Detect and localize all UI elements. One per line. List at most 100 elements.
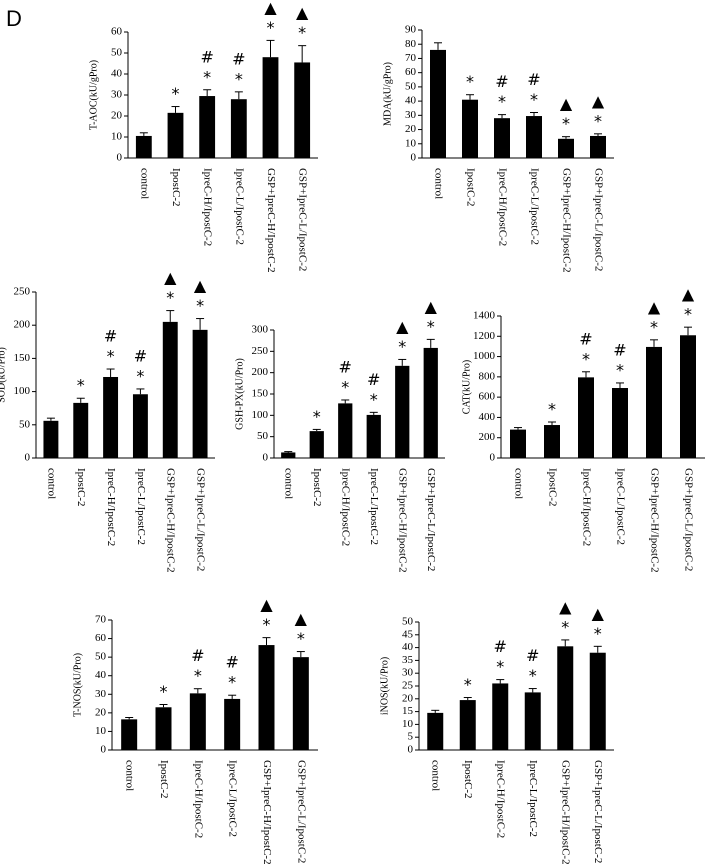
bar: [281, 452, 296, 458]
significance-marker: *: [107, 347, 115, 366]
y-tick-label: 200: [252, 366, 269, 378]
bar: [524, 692, 541, 750]
y-axis-label: iNOS(kU/Pro): [379, 657, 390, 715]
significance-marker: *: [136, 366, 144, 385]
significance-marker: *: [297, 629, 305, 648]
significance-marker: ▲: [682, 285, 695, 304]
x-tick-label: control: [432, 168, 444, 199]
y-tick-label: 70: [405, 52, 417, 64]
y-tick-label: 50: [405, 80, 417, 92]
x-tick-label: IpostC-2: [311, 468, 323, 507]
bar: [189, 693, 206, 750]
x-tick-label: control: [124, 760, 136, 791]
y-axis-label: GSH-PX(kU/Pro): [234, 358, 245, 430]
x-tick-label: IpreC-L/IpostC-2: [227, 760, 239, 837]
y-tick-label: 1000: [473, 350, 496, 362]
y-tick-label: 20: [405, 123, 417, 135]
significance-marker: ▲: [260, 595, 273, 614]
y-tick-label: 50: [257, 430, 269, 442]
bar: [544, 425, 560, 458]
x-tick-label: IpreC-L/IpostC-2: [528, 168, 540, 245]
bar: [132, 394, 148, 458]
significance-marker: *: [370, 390, 378, 409]
bar: [103, 376, 119, 458]
significance-marker: *: [313, 407, 321, 426]
y-tick-label: 200: [479, 431, 496, 443]
y-tick-label: 80: [405, 38, 417, 50]
significance-marker: *: [498, 92, 506, 111]
y-tick-label: 20: [95, 706, 107, 718]
x-tick-label: GSP+IpreC-L/IpostC-2: [297, 168, 309, 271]
bar: [155, 707, 172, 750]
y-axis-label: T-AOC(kU/gPro): [88, 60, 99, 130]
bar: [192, 329, 208, 458]
y-tick-label: 60: [405, 66, 417, 78]
significance-marker: *: [235, 69, 243, 88]
y-tick-label: 50: [19, 418, 31, 430]
y-tick-label: 35: [402, 654, 414, 666]
y-tick-label: 0: [25, 452, 31, 464]
y-tick-label: 400: [479, 411, 496, 423]
y-tick-label: 600: [479, 391, 496, 403]
x-tick-label: control: [430, 760, 442, 791]
bar: [590, 135, 606, 158]
y-tick-label: 1400: [473, 310, 496, 322]
y-tick-label: 0: [117, 152, 123, 164]
significance-marker: #: [495, 72, 508, 91]
y-tick-label: 50: [95, 651, 107, 663]
significance-marker: *: [203, 67, 211, 86]
y-tick-label: 10: [111, 131, 123, 143]
x-tick-label: control: [283, 468, 295, 499]
x-tick-label: IpreC-H/IpostC-2: [495, 760, 507, 838]
x-tick-label: IpreC-H/IpostC-2: [340, 468, 352, 546]
significance-marker: ▲: [396, 317, 409, 336]
significance-marker: *: [561, 617, 569, 636]
panel: 0 50 100 150 200 250 SOD(kU/Pro) control * IpostC…: [0, 268, 215, 573]
significance-marker: *: [530, 90, 538, 109]
bar: [73, 402, 89, 458]
y-tick-label: 0: [411, 152, 417, 164]
x-tick-label: IpreC-H/IpostC-2: [202, 168, 214, 246]
bar: [395, 365, 410, 458]
y-tick-label: 40: [405, 95, 417, 107]
y-tick-label: 200: [14, 319, 31, 331]
bar: [423, 347, 438, 458]
y-tick-label: 50: [402, 616, 414, 628]
significance-marker: ▲: [560, 94, 573, 113]
x-tick-label: GSP+IpreC-L/IpostC-2: [425, 468, 437, 571]
y-axis-label: CAT(kU/Pro): [461, 360, 472, 414]
bar: [121, 719, 138, 750]
y-tick-label: 0: [408, 744, 414, 756]
bar: [366, 414, 381, 458]
y-tick-label: 150: [252, 388, 269, 400]
bar: [338, 403, 353, 458]
y-tick-label: 0: [101, 744, 107, 756]
panel-label: D: [6, 6, 22, 31]
y-tick-label: 250: [252, 345, 269, 357]
x-tick-label: IpreC-L/IpostC-2: [233, 168, 245, 245]
bar: [309, 431, 324, 458]
significance-marker: #: [367, 370, 380, 389]
significance-marker: ▲: [559, 597, 572, 616]
panel: 0 10 20 30 40 50 60 70 80 90 MDA(kU/gPro) control * I…: [382, 24, 614, 273]
x-tick-label: IpreC-H/IpostC-2: [105, 468, 117, 546]
significance-marker: ▲: [194, 276, 207, 295]
significance-marker: *: [160, 682, 168, 701]
y-tick-label: 5: [408, 731, 414, 743]
bar: [589, 652, 606, 750]
significance-marker: *: [166, 288, 174, 307]
significance-marker: *: [172, 84, 180, 103]
y-tick-label: 90: [405, 24, 417, 36]
significance-marker: *: [582, 349, 590, 368]
bar: [612, 388, 628, 458]
y-tick-label: 10: [405, 137, 417, 149]
significance-marker: *: [594, 624, 602, 643]
bar: [294, 62, 311, 159]
y-tick-label: 30: [402, 667, 414, 679]
significance-marker: *: [594, 111, 602, 130]
significance-marker: #: [200, 47, 213, 66]
x-tick-label: GSP+IpreC-L/IpostC-2: [295, 760, 307, 863]
y-tick-label: 150: [14, 352, 31, 364]
x-tick-label: IpostC-2: [464, 168, 476, 207]
